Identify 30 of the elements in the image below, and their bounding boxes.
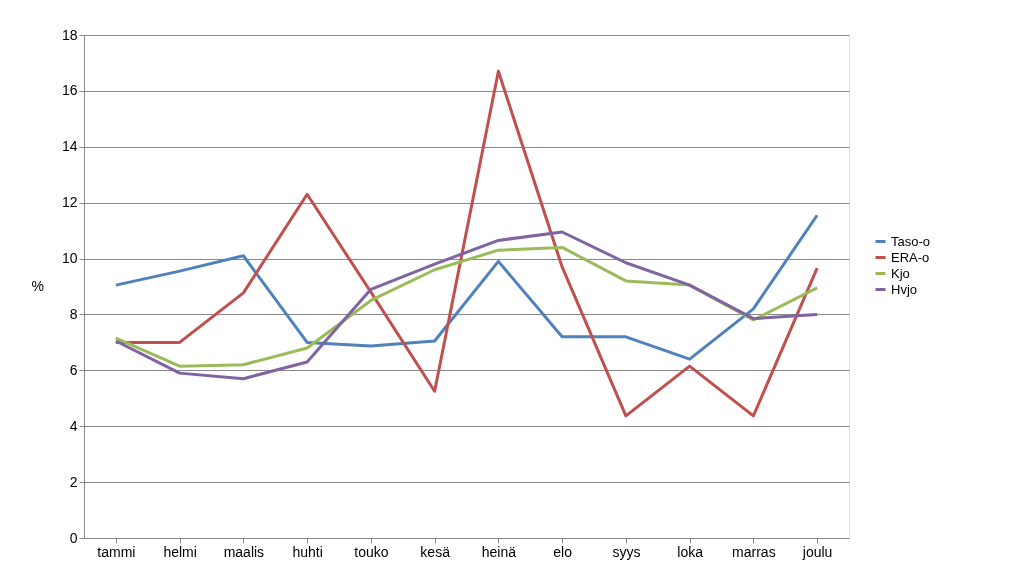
x-tick-label: joulu xyxy=(801,543,833,560)
y-tick-label: 16 xyxy=(61,82,78,99)
x-tick-label: syys xyxy=(612,543,641,560)
y-axis-title: % xyxy=(31,278,44,294)
y-tick-label: 0 xyxy=(69,529,78,546)
y-tick-label: 10 xyxy=(61,250,78,267)
y-tick-label: 12 xyxy=(61,194,78,211)
y-tick-label: 2 xyxy=(69,473,78,490)
y-tick-label: 8 xyxy=(69,305,78,322)
x-tick-label: touko xyxy=(354,543,389,560)
x-tick-label: maalis xyxy=(223,543,265,560)
x-tick-label: huhti xyxy=(292,543,323,560)
y-tick-label: 6 xyxy=(69,361,78,378)
legend-label: ERA-o xyxy=(891,249,930,265)
x-tick-label: marras xyxy=(732,543,776,560)
x-tick-label: loka xyxy=(677,543,704,560)
x-tick-label: helmi xyxy=(163,543,197,560)
x-tick-label: tammi xyxy=(97,543,136,560)
x-tick-label: elo xyxy=(553,543,573,560)
y-tick-label: 4 xyxy=(69,417,78,434)
line-series xyxy=(114,69,819,418)
x-tick-label: heinä xyxy=(481,543,517,560)
line-series xyxy=(114,213,819,361)
legend-label: Hvjo xyxy=(891,281,918,297)
y-tick-label: 18 xyxy=(61,26,78,43)
legend-label: Taso-o xyxy=(891,233,931,249)
line-series xyxy=(114,230,819,381)
legend-label: Kjo xyxy=(891,265,910,281)
x-tick-label: kesä xyxy=(420,543,451,560)
y-tick-label: 14 xyxy=(61,138,78,155)
